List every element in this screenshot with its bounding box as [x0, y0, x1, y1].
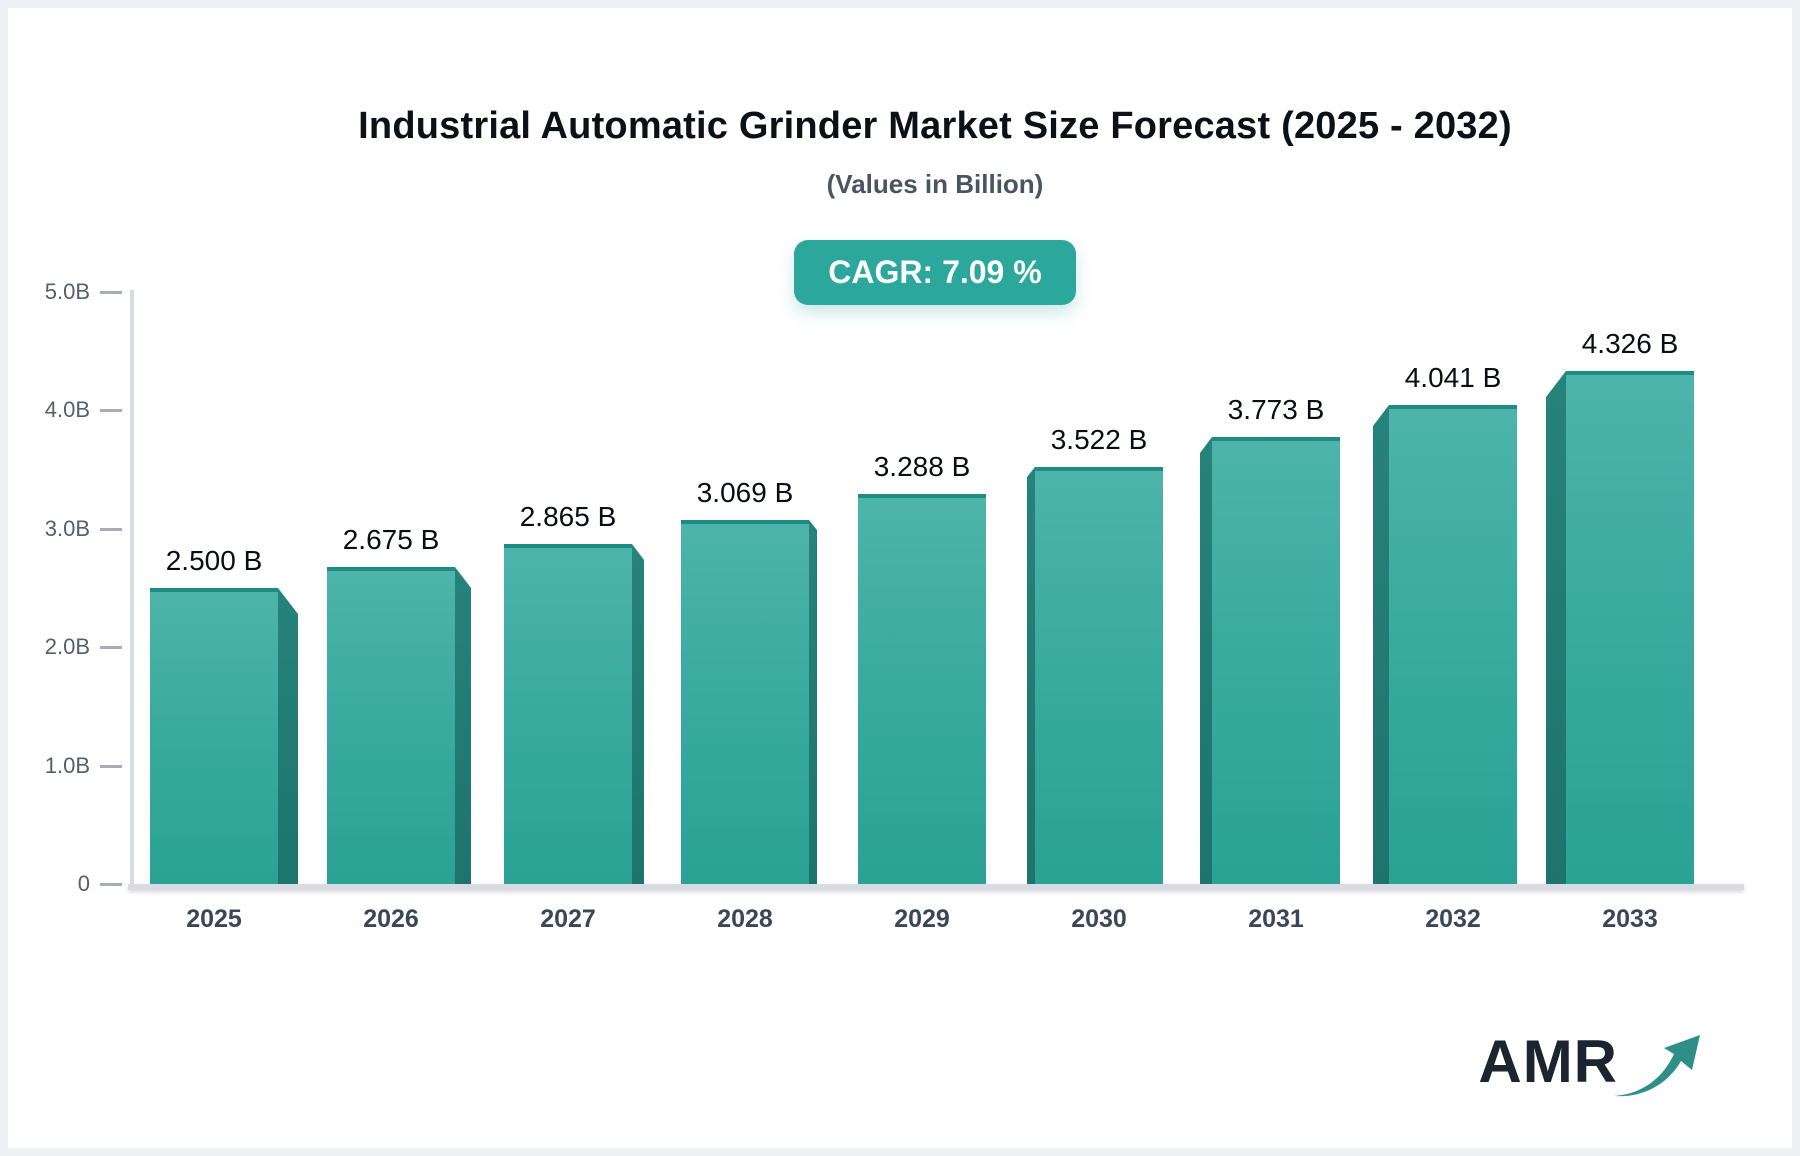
y-tick-dash [100, 646, 122, 649]
x-axis-label: 2033 [1602, 905, 1658, 933]
y-axis-line [130, 290, 134, 884]
bar-3d-side [1373, 405, 1389, 884]
bar-3d-side [1027, 467, 1035, 884]
bar [681, 520, 809, 884]
bar-value-label: 2.865 B [519, 501, 617, 532]
bar-value-label: 3.069 B [696, 477, 794, 508]
y-tick-dash [100, 883, 122, 886]
bar [858, 494, 986, 884]
x-axis-label: 2027 [540, 905, 596, 933]
bar [327, 567, 455, 884]
bar-3d-side [278, 588, 298, 884]
y-tick-label: 0 [77, 871, 90, 896]
bar-value-label: 4.041 B [1404, 362, 1502, 393]
bar [1212, 437, 1340, 884]
x-axis-label: 2025 [186, 905, 242, 933]
amr-logo: AMR [1478, 1032, 1704, 1102]
y-tick-dash [100, 764, 122, 768]
bar-value-label: 2.500 B [165, 545, 263, 576]
bar-3d-side [455, 567, 471, 884]
cagr-badge: CAGR: 7.09 % [794, 240, 1076, 305]
amr-logo-text: AMR [1478, 1028, 1618, 1095]
chart-header: Industrial Automatic Grinder Market Size… [130, 8, 1740, 305]
y-tick-label: 3.0B [44, 515, 90, 541]
y-tick-label: 2.0B [44, 634, 90, 659]
growth-arrow-icon [1614, 1035, 1700, 1097]
bar-3d-side [809, 520, 817, 884]
bar-3d-side [1200, 437, 1212, 884]
chart-subtitle: (Values in Billion) [826, 169, 1044, 199]
bar [1566, 371, 1694, 884]
bar-value-label: 4.326 B [1581, 328, 1679, 359]
chart-card: Industrial Automatic Grinder Market Size… [8, 8, 1792, 1148]
x-axis-label: 2030 [1071, 905, 1127, 933]
x-axis-baseline [128, 884, 1744, 890]
y-tick-dash [100, 527, 122, 531]
chart-title: Industrial Automatic Grinder Market Size… [358, 105, 1512, 147]
y-tick-label: 4.0B [44, 397, 90, 422]
bar-3d-side [632, 544, 644, 884]
y-tick-dash [100, 290, 122, 294]
bar-value-label: 3.288 B [873, 451, 971, 482]
bar-value-label: 3.522 B [1050, 424, 1148, 455]
y-tick-dash [100, 409, 122, 412]
x-axis-label: 2032 [1425, 905, 1481, 933]
x-axis-label: 2029 [894, 905, 950, 933]
x-axis-label: 2028 [717, 905, 773, 933]
bar [1035, 467, 1163, 884]
y-tick-label: 1.0B [44, 752, 90, 778]
bar [504, 544, 632, 884]
bar-chart-plot-area: 0 1.0B 2.0B 3.0B 4.0B 5.0B 2.500 B 2025 2.675 B 2… [8, 8, 1792, 1156]
bar-value-label: 3.773 B [1227, 394, 1325, 425]
bar-value-label: 2.675 B [342, 524, 440, 555]
y-tick-label: 5.0B [44, 278, 90, 304]
x-axis-label: 2031 [1248, 905, 1304, 933]
bar [150, 588, 278, 884]
bar-3d-side [1546, 371, 1566, 884]
bar [1389, 405, 1517, 884]
x-axis-label: 2026 [363, 905, 419, 933]
